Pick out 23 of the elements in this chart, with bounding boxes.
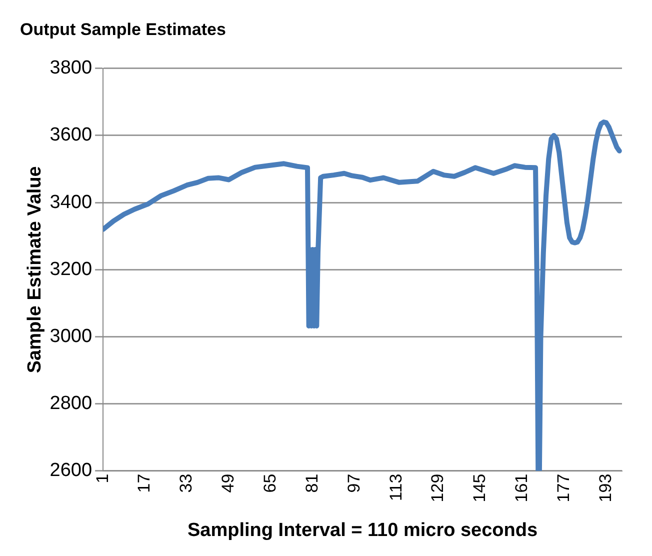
x-tick-label: 177 [554, 474, 574, 502]
y-tick-label: 3800 [50, 58, 92, 79]
y-tick-label: 3000 [50, 326, 92, 347]
y-axis-title: Sample Estimate Value [24, 166, 46, 374]
x-tick-label: 33 [176, 474, 196, 493]
chart-title: Output Sample Estimates [20, 20, 226, 39]
x-tick-label: 113 [386, 474, 406, 501]
x-tick-label: 1 [92, 474, 112, 484]
y-tick-label: 2800 [50, 393, 92, 414]
x-tick-label: 49 [218, 474, 238, 493]
x-axis-title: Sampling Interval = 110 micro seconds [188, 520, 538, 541]
x-tick-label: 129 [428, 474, 448, 502]
x-tick-label: 161 [512, 474, 532, 502]
x-tick-label: 17 [134, 474, 154, 493]
x-tick-label: 193 [596, 474, 615, 502]
x-tick-label: 145 [470, 474, 490, 502]
x-tick-label: 65 [260, 474, 280, 493]
y-tick-label: 3400 [50, 192, 92, 213]
y-tick-label: 3200 [50, 258, 92, 280]
x-tick-label: 81 [302, 474, 322, 493]
x-tick-label: 97 [344, 474, 364, 493]
y-tick-label: 3600 [50, 124, 92, 146]
y-tick-label: 2600 [50, 460, 92, 482]
